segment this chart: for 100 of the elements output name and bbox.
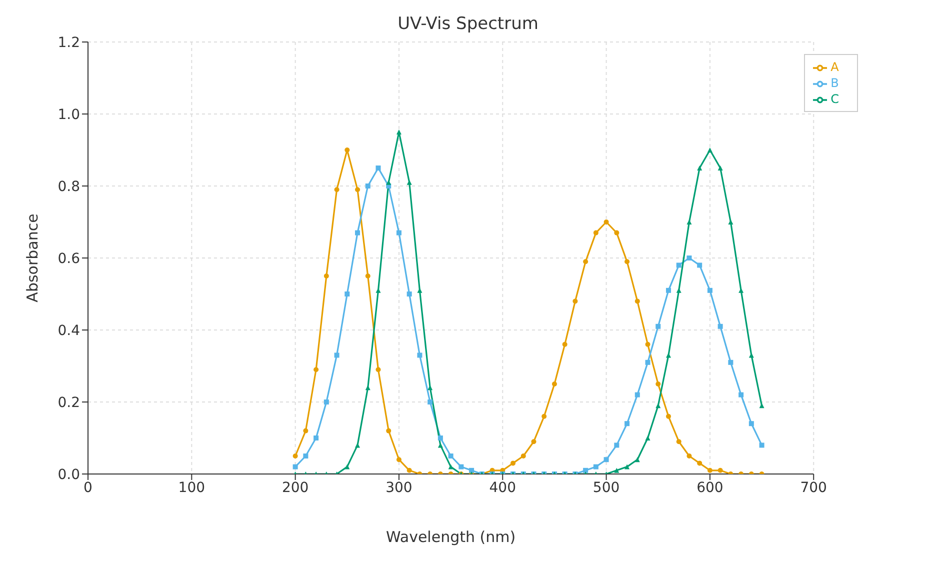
point <box>314 436 319 440</box>
point <box>686 454 692 458</box>
point <box>324 400 329 404</box>
point <box>666 414 671 419</box>
point <box>676 262 682 268</box>
point <box>396 457 402 462</box>
point <box>552 382 557 386</box>
point <box>520 454 526 458</box>
point <box>656 382 661 386</box>
point <box>292 464 298 470</box>
chart-title: UV-Vis Spectrum <box>396 14 540 34</box>
point <box>469 468 474 473</box>
point <box>531 439 536 444</box>
point <box>583 259 588 264</box>
point <box>697 262 702 268</box>
point <box>738 392 744 398</box>
y-tick-label: 0.2 <box>58 394 80 411</box>
point <box>355 442 360 448</box>
point <box>292 454 298 458</box>
point <box>510 460 516 466</box>
point <box>572 298 578 304</box>
legend-label: B <box>830 76 839 90</box>
point <box>748 352 754 358</box>
point <box>759 442 764 448</box>
point <box>344 148 350 152</box>
point <box>614 442 620 448</box>
point <box>448 464 454 470</box>
point <box>428 400 433 404</box>
point <box>344 464 350 470</box>
point <box>614 230 620 236</box>
point <box>614 468 620 473</box>
point <box>666 288 671 293</box>
point <box>314 367 319 372</box>
y-tick-label: 1.2 <box>58 34 80 51</box>
point <box>365 274 370 278</box>
point <box>718 324 723 329</box>
point <box>365 184 370 188</box>
point <box>604 457 609 462</box>
x-tick-label: 500 <box>592 480 620 496</box>
point <box>417 352 422 358</box>
point <box>355 187 360 192</box>
point <box>303 428 308 434</box>
point <box>396 230 402 236</box>
y-tick-label: 0.0 <box>58 466 80 483</box>
y-tick-label: 0.6 <box>58 250 80 267</box>
y-axis-title: Absorbance <box>23 214 42 302</box>
point <box>438 442 443 448</box>
point <box>707 468 712 473</box>
point <box>676 439 682 444</box>
x-axis-title: Wavelength (nm) <box>386 528 516 546</box>
point <box>759 403 764 408</box>
point <box>376 166 381 170</box>
point <box>334 352 340 358</box>
x-tick-label: 0 <box>84 480 92 496</box>
x-tick-label: 600 <box>696 480 724 496</box>
point <box>634 392 640 398</box>
x-tick-label: 100 <box>178 480 206 496</box>
point <box>656 403 661 408</box>
point <box>707 288 712 293</box>
point <box>624 464 630 470</box>
legend-label: A <box>830 60 839 74</box>
point <box>697 460 702 466</box>
point <box>583 468 588 473</box>
x-tick-label: 300 <box>386 480 412 496</box>
point <box>334 187 340 192</box>
point <box>344 292 350 296</box>
point <box>645 360 650 365</box>
x-tick-label: 400 <box>489 480 516 496</box>
point <box>697 166 702 170</box>
point <box>376 367 381 372</box>
y-tick-label: 0.8 <box>58 178 80 195</box>
point <box>406 292 412 296</box>
point <box>634 457 640 462</box>
point <box>324 274 329 278</box>
point <box>718 166 723 170</box>
point <box>396 130 402 134</box>
point <box>624 421 630 426</box>
point <box>686 220 692 224</box>
legend-label: C <box>830 92 839 106</box>
point <box>448 454 454 458</box>
point <box>593 464 598 470</box>
point <box>707 148 712 152</box>
point <box>593 230 598 236</box>
point <box>562 342 568 347</box>
x-tick-label: 700 <box>800 480 827 496</box>
point <box>718 468 723 473</box>
point <box>458 464 464 470</box>
point <box>645 436 650 440</box>
point <box>728 220 734 224</box>
point <box>386 428 392 434</box>
point <box>303 454 308 458</box>
y-tick-label: 1.0 <box>58 106 80 123</box>
y-tick-label: 0.4 <box>58 322 80 339</box>
point <box>438 436 443 440</box>
point <box>542 414 547 419</box>
point <box>656 324 661 329</box>
point <box>728 360 734 365</box>
point <box>634 298 640 304</box>
x-tick-label: 200 <box>282 480 309 496</box>
point <box>406 468 412 473</box>
